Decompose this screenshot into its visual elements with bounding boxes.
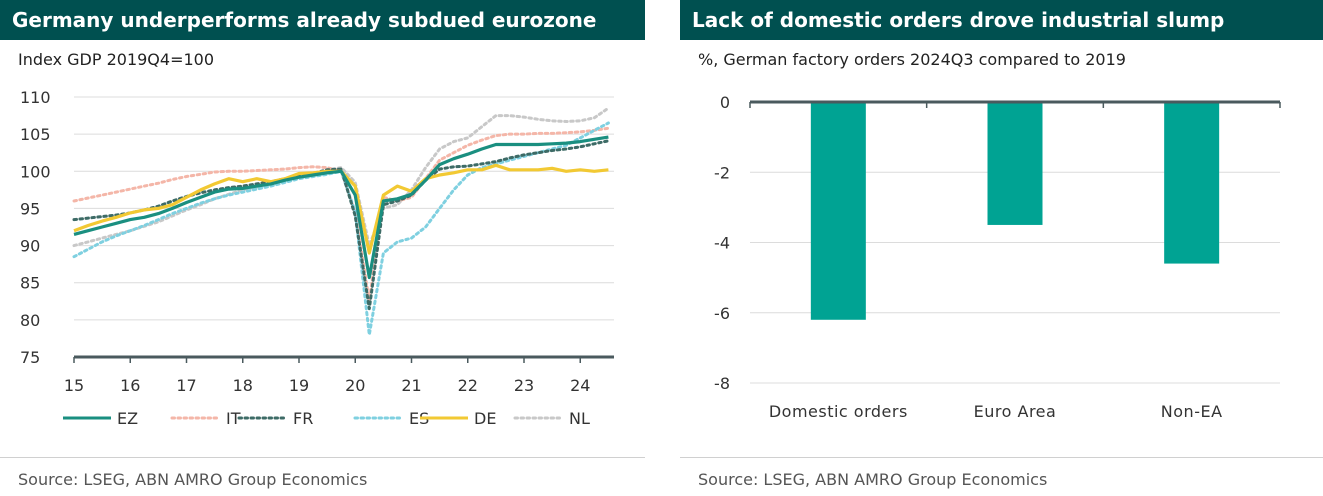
y-tick-label: -4	[714, 234, 730, 253]
x-tick-label: 19	[289, 376, 309, 395]
bar	[810, 102, 866, 320]
y-tick-label: -8	[714, 374, 730, 393]
legend-label-de: DE	[474, 409, 496, 428]
y-tick-label: 105	[20, 125, 51, 144]
left-source-note: Source: LSEG, ABN AMRO Group Economics	[18, 470, 368, 489]
right-chart-title: Lack of domestic orders drove industrial…	[680, 0, 1323, 40]
legend-label-ez: EZ	[117, 409, 138, 428]
x-category-label: Domestic orders	[769, 402, 908, 421]
left-panel: Germany underperforms already subdued eu…	[0, 0, 645, 496]
x-category-label: Non-EA	[1161, 402, 1223, 421]
x-tick-label: 22	[458, 376, 478, 395]
y-tick-label: 85	[20, 274, 40, 293]
legend-label-it: IT	[226, 409, 241, 428]
y-tick-label: 90	[20, 237, 40, 256]
line-chart: 110 105 100 95 90 85 80 75 15 16 17 18 19 20 21 22 23 24 E…	[20, 88, 614, 428]
x-tick-label: 21	[401, 376, 421, 395]
legend-label-nl: NL	[569, 409, 590, 428]
legend-label-fr: FR	[293, 409, 313, 428]
x-tick-label: 17	[176, 376, 196, 395]
bar	[1164, 102, 1220, 264]
x-category-label: Euro Area	[974, 402, 1057, 421]
right-source-divider	[680, 457, 1323, 458]
left-chart-title: Germany underperforms already subdued eu…	[0, 0, 645, 40]
right-chart-subtitle: %, German factory orders 2024Q3 compared…	[698, 50, 1126, 69]
bar-chart: 0 -2 -4 -6 -8 Domestic orders Euro Area Non-EA	[714, 93, 1281, 421]
y-tick-label: 80	[20, 311, 40, 330]
x-tick-label: 16	[120, 376, 140, 395]
y-tick-label: 95	[20, 199, 40, 218]
y-tick-label: 100	[20, 162, 51, 181]
y-tick-label: 110	[20, 88, 51, 107]
series-line-ez	[73, 135, 609, 280]
x-tick-label: 24	[570, 376, 590, 395]
y-tick-label: -2	[714, 163, 730, 182]
left-source-divider	[0, 457, 645, 458]
series-line-nl	[72, 106, 610, 248]
right-source-note: Source: LSEG, ABN AMRO Group Economics	[698, 470, 1048, 489]
series-line-fr	[72, 139, 610, 311]
x-tick-label: 15	[64, 376, 84, 395]
x-tick-label: 20	[345, 376, 365, 395]
y-tick-label: 75	[20, 348, 40, 367]
y-tick-label: -6	[714, 304, 730, 323]
x-tick-label: 23	[514, 376, 534, 395]
x-tick-label: 18	[233, 376, 253, 395]
bar	[987, 102, 1043, 225]
series-line-de	[73, 163, 609, 255]
y-tick-label: 0	[720, 93, 730, 112]
legend-label-es: ES	[409, 409, 429, 428]
right-panel: Lack of domestic orders drove industrial…	[680, 0, 1323, 496]
left-chart-subtitle: Index GDP 2019Q4=100	[18, 50, 215, 69]
